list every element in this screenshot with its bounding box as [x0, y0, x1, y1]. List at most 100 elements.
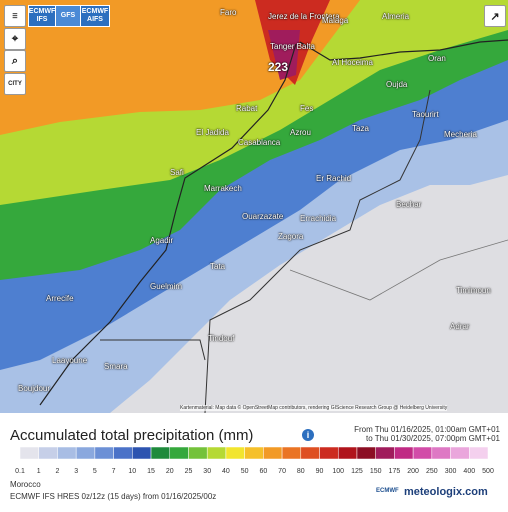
- place-label: Rabat: [236, 104, 258, 113]
- legend-swatch: [75, 446, 96, 460]
- legend-swatch: [188, 446, 208, 460]
- legend-swatch: [94, 446, 114, 460]
- legend-swatch: [431, 446, 451, 460]
- period-from: From Thu 01/16/2025, 01:00am GMT+01: [354, 425, 500, 434]
- precip-area: [268, 30, 300, 80]
- model-button[interactable]: GFS: [55, 5, 81, 27]
- place-label: Ouarzazate: [242, 212, 284, 221]
- place-label: Errachidia: [300, 214, 337, 223]
- legend-swatch: [244, 446, 264, 460]
- place-label: Marrakech: [204, 184, 242, 193]
- legend-label: 50: [241, 468, 249, 475]
- legend-label: 400: [463, 468, 475, 475]
- legend-label: 60: [259, 468, 267, 475]
- place-label: Almeria: [382, 12, 410, 21]
- legend-label: 250: [426, 468, 438, 475]
- place-label: Azrou: [290, 128, 311, 137]
- legend-swatch: [132, 446, 152, 460]
- ecmwf-logo: ECMWF: [376, 488, 399, 494]
- legend-swatch: [281, 446, 302, 460]
- place-label: El Jadida: [196, 128, 229, 137]
- place-label: Fes: [300, 104, 314, 113]
- legend-label: 100: [332, 468, 344, 475]
- legend-label: 0.1: [15, 468, 25, 475]
- legend-swatch: [319, 446, 339, 460]
- legend-label: 70: [278, 468, 286, 475]
- model-button[interactable]: ECMWF AIFS: [80, 5, 110, 27]
- legend-swatch: [206, 446, 227, 460]
- region: Morocco: [10, 480, 41, 489]
- legend-label: 1: [37, 468, 41, 475]
- place-label: Taourirt: [412, 110, 439, 119]
- place-label: Tindouf: [208, 334, 235, 343]
- legend-label: 5: [93, 468, 97, 475]
- legend-label: 7: [112, 468, 116, 475]
- legend-swatch: [57, 446, 77, 460]
- legend-swatch: [225, 446, 245, 460]
- legend-label: 80: [297, 468, 305, 475]
- place-label: Bechar: [396, 200, 422, 209]
- place-label: Oujda: [386, 80, 408, 89]
- legend-label: 30: [203, 468, 211, 475]
- legend-swatch: [113, 446, 133, 460]
- legend-swatch: [356, 446, 376, 460]
- location-button[interactable]: ⌖: [4, 28, 26, 50]
- legend-label: 175: [389, 468, 401, 475]
- legend-swatch: [394, 446, 414, 460]
- title: Accumulated total precipitation (mm): [10, 427, 254, 444]
- model-button[interactable]: ECMWF IFS: [28, 5, 56, 27]
- share-button[interactable]: ↗: [484, 5, 506, 27]
- legend-label: 15: [147, 468, 155, 475]
- place-label: Agadir: [150, 236, 174, 245]
- place-label: Faro: [220, 8, 237, 17]
- info-icon[interactable]: i: [302, 429, 314, 441]
- legend-label: 20: [166, 468, 174, 475]
- place-label: Safi: [170, 168, 184, 177]
- legend-swatch: [300, 446, 320, 460]
- place-label: Er Rachid: [316, 174, 352, 183]
- place-label: Smara: [104, 362, 128, 371]
- place-label: Malaga: [322, 16, 349, 25]
- zoom-button[interactable]: ⌕: [4, 50, 26, 72]
- border: [289, 239, 508, 301]
- city-button[interactable]: CITY: [4, 73, 26, 95]
- menu-button[interactable]: ☰: [4, 5, 26, 27]
- place-label: Taza: [352, 124, 369, 133]
- place-label: Zagora: [278, 232, 304, 241]
- legend-label: 300: [445, 468, 457, 475]
- place-label: Casablanca: [238, 138, 281, 147]
- site-logo: meteologix.com: [404, 486, 488, 498]
- place-label: Tata: [210, 262, 226, 271]
- place-label: Adrar: [450, 322, 470, 331]
- legend-swatch: [469, 446, 489, 460]
- max-value-label: 223: [268, 60, 289, 74]
- legend-swatch: [263, 446, 283, 460]
- legend-label: 125: [351, 468, 363, 475]
- legend-label: 150: [370, 468, 382, 475]
- model-run: ECMWF IFS HRES 0z/12z (15 days) from 01/…: [10, 492, 217, 501]
- legend-label: 200: [407, 468, 419, 475]
- period: From Thu 01/16/2025, 01:00am GMT+01 to Th…: [354, 425, 500, 443]
- legend-label: 2: [55, 468, 59, 475]
- legend-label: 90: [316, 468, 324, 475]
- period-to: to Thu 01/30/2025, 07:00pm GMT+01: [366, 434, 500, 443]
- place-label: Al Hoceima: [332, 58, 373, 67]
- legend-swatch: [38, 446, 58, 460]
- legend-swatch: [450, 446, 470, 460]
- place-label: Timimoun: [456, 286, 491, 295]
- legend-swatch: [375, 446, 395, 460]
- legend-label: 10: [128, 468, 136, 475]
- coastline: [299, 39, 508, 61]
- map: [0, 0, 508, 413]
- legend-label: 40: [222, 468, 230, 475]
- legend-label: 25: [185, 468, 193, 475]
- border: [100, 339, 206, 361]
- place-label: Arrecife: [46, 294, 74, 303]
- legend: 0.1 1 2 3 5 7 10 15 20 25 30 40 50 60 70 80 90 100 125 150 1…: [15, 446, 494, 475]
- place-label: Laayoune: [52, 356, 88, 365]
- legend-swatch: [169, 446, 189, 460]
- place-label: Oran: [428, 54, 446, 63]
- border: [204, 89, 431, 413]
- attribution: Kartenmaterial: Map data © OpenStreetMap…: [180, 405, 448, 411]
